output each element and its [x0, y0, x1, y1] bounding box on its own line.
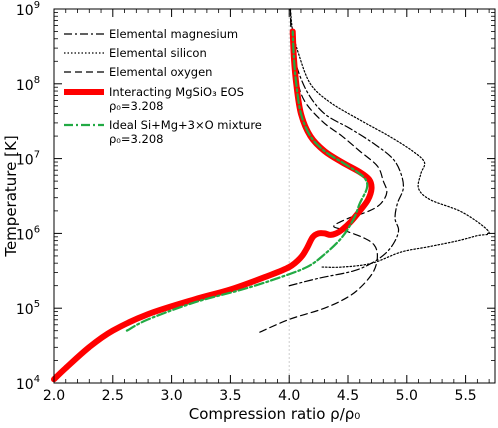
y-tick-label: 106 — [16, 224, 40, 243]
series-line-1 — [288, 8, 405, 287]
legend-label-1: Elemental magnesium — [109, 27, 238, 41]
y-tick-label: 105 — [16, 299, 40, 318]
x-tick-label: 4.5 — [337, 388, 359, 404]
x-tick-label: 3.0 — [160, 388, 182, 404]
x-tick-label: 2.5 — [102, 388, 124, 404]
y-axis-label: Temperature [K] — [2, 135, 20, 257]
y-tick-label: 109 — [16, 0, 40, 19]
legend: Elemental magnesium Elemental silicon Elem… — [64, 27, 262, 146]
x-tick-label: 5.0 — [396, 388, 418, 404]
x-tick-label: 3.5 — [219, 388, 241, 404]
y-tick-label: 107 — [16, 150, 40, 169]
legend-label-2: Elemental silicon — [109, 46, 207, 60]
x-axis-label: Compression ratio ρ/ρ₀ — [189, 405, 361, 423]
plot-frame — [53, 8, 496, 384]
legend-label-5: Ideal Si+Mg+3×O mixture — [109, 118, 262, 132]
series-line-2 — [289, 8, 490, 268]
legend-label-3: Elemental oxygen — [109, 65, 212, 79]
legend-sublabel-4: ρ₀=3.208 — [109, 99, 163, 113]
x-tick-label: 2.0 — [43, 388, 65, 404]
x-tick-label: 5.5 — [454, 388, 476, 404]
y-tick-label: 108 — [16, 75, 40, 94]
x-tick-label: 4.0 — [278, 388, 300, 404]
tick-layer: 2.0 2.5 3.0 3.5 4.0 4.5 5.0 5.5 104 105 106 107 108 1… — [16, 0, 495, 404]
series-layer — [51, 8, 490, 383]
legend-label-4: Interacting MgSiO₃ EOS — [109, 85, 244, 99]
series-line-5 — [125, 30, 369, 332]
legend-sublabel-5: ρ₀=3.208 — [109, 132, 163, 146]
y-tick-label: 104 — [16, 374, 40, 393]
